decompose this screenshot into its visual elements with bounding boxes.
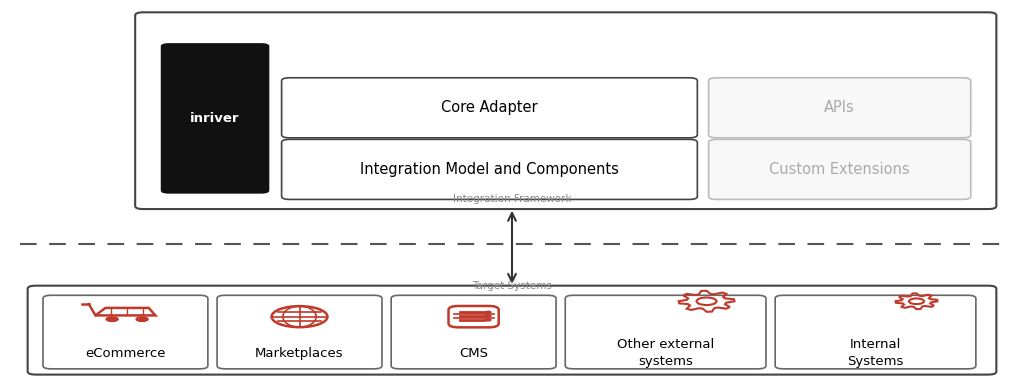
Text: Custom Extensions: Custom Extensions bbox=[769, 162, 910, 177]
Text: CMS: CMS bbox=[459, 347, 488, 360]
FancyBboxPatch shape bbox=[135, 12, 996, 209]
FancyBboxPatch shape bbox=[282, 139, 697, 199]
Circle shape bbox=[106, 317, 118, 321]
FancyBboxPatch shape bbox=[282, 78, 697, 138]
Circle shape bbox=[485, 311, 490, 313]
FancyBboxPatch shape bbox=[28, 286, 996, 375]
Text: APIs: APIs bbox=[824, 100, 855, 115]
Circle shape bbox=[485, 315, 490, 317]
Circle shape bbox=[485, 319, 490, 321]
FancyBboxPatch shape bbox=[709, 78, 971, 138]
FancyBboxPatch shape bbox=[217, 295, 382, 369]
Text: Marketplaces: Marketplaces bbox=[255, 347, 344, 360]
Text: Internal
Systems: Internal Systems bbox=[847, 338, 904, 368]
FancyBboxPatch shape bbox=[709, 139, 971, 199]
Text: inriver: inriver bbox=[190, 112, 240, 125]
FancyBboxPatch shape bbox=[565, 295, 766, 369]
FancyBboxPatch shape bbox=[775, 295, 976, 369]
Text: Core Adapter: Core Adapter bbox=[441, 100, 538, 115]
FancyBboxPatch shape bbox=[391, 295, 556, 369]
Circle shape bbox=[136, 317, 148, 321]
Text: Target Systems: Target Systems bbox=[472, 281, 552, 291]
Text: Integration Model and Components: Integration Model and Components bbox=[360, 162, 618, 177]
Text: Other external
systems: Other external systems bbox=[617, 338, 714, 368]
FancyBboxPatch shape bbox=[161, 43, 269, 194]
Text: Integration Framework: Integration Framework bbox=[453, 194, 571, 204]
FancyBboxPatch shape bbox=[43, 295, 208, 369]
Text: eCommerce: eCommerce bbox=[85, 347, 166, 360]
